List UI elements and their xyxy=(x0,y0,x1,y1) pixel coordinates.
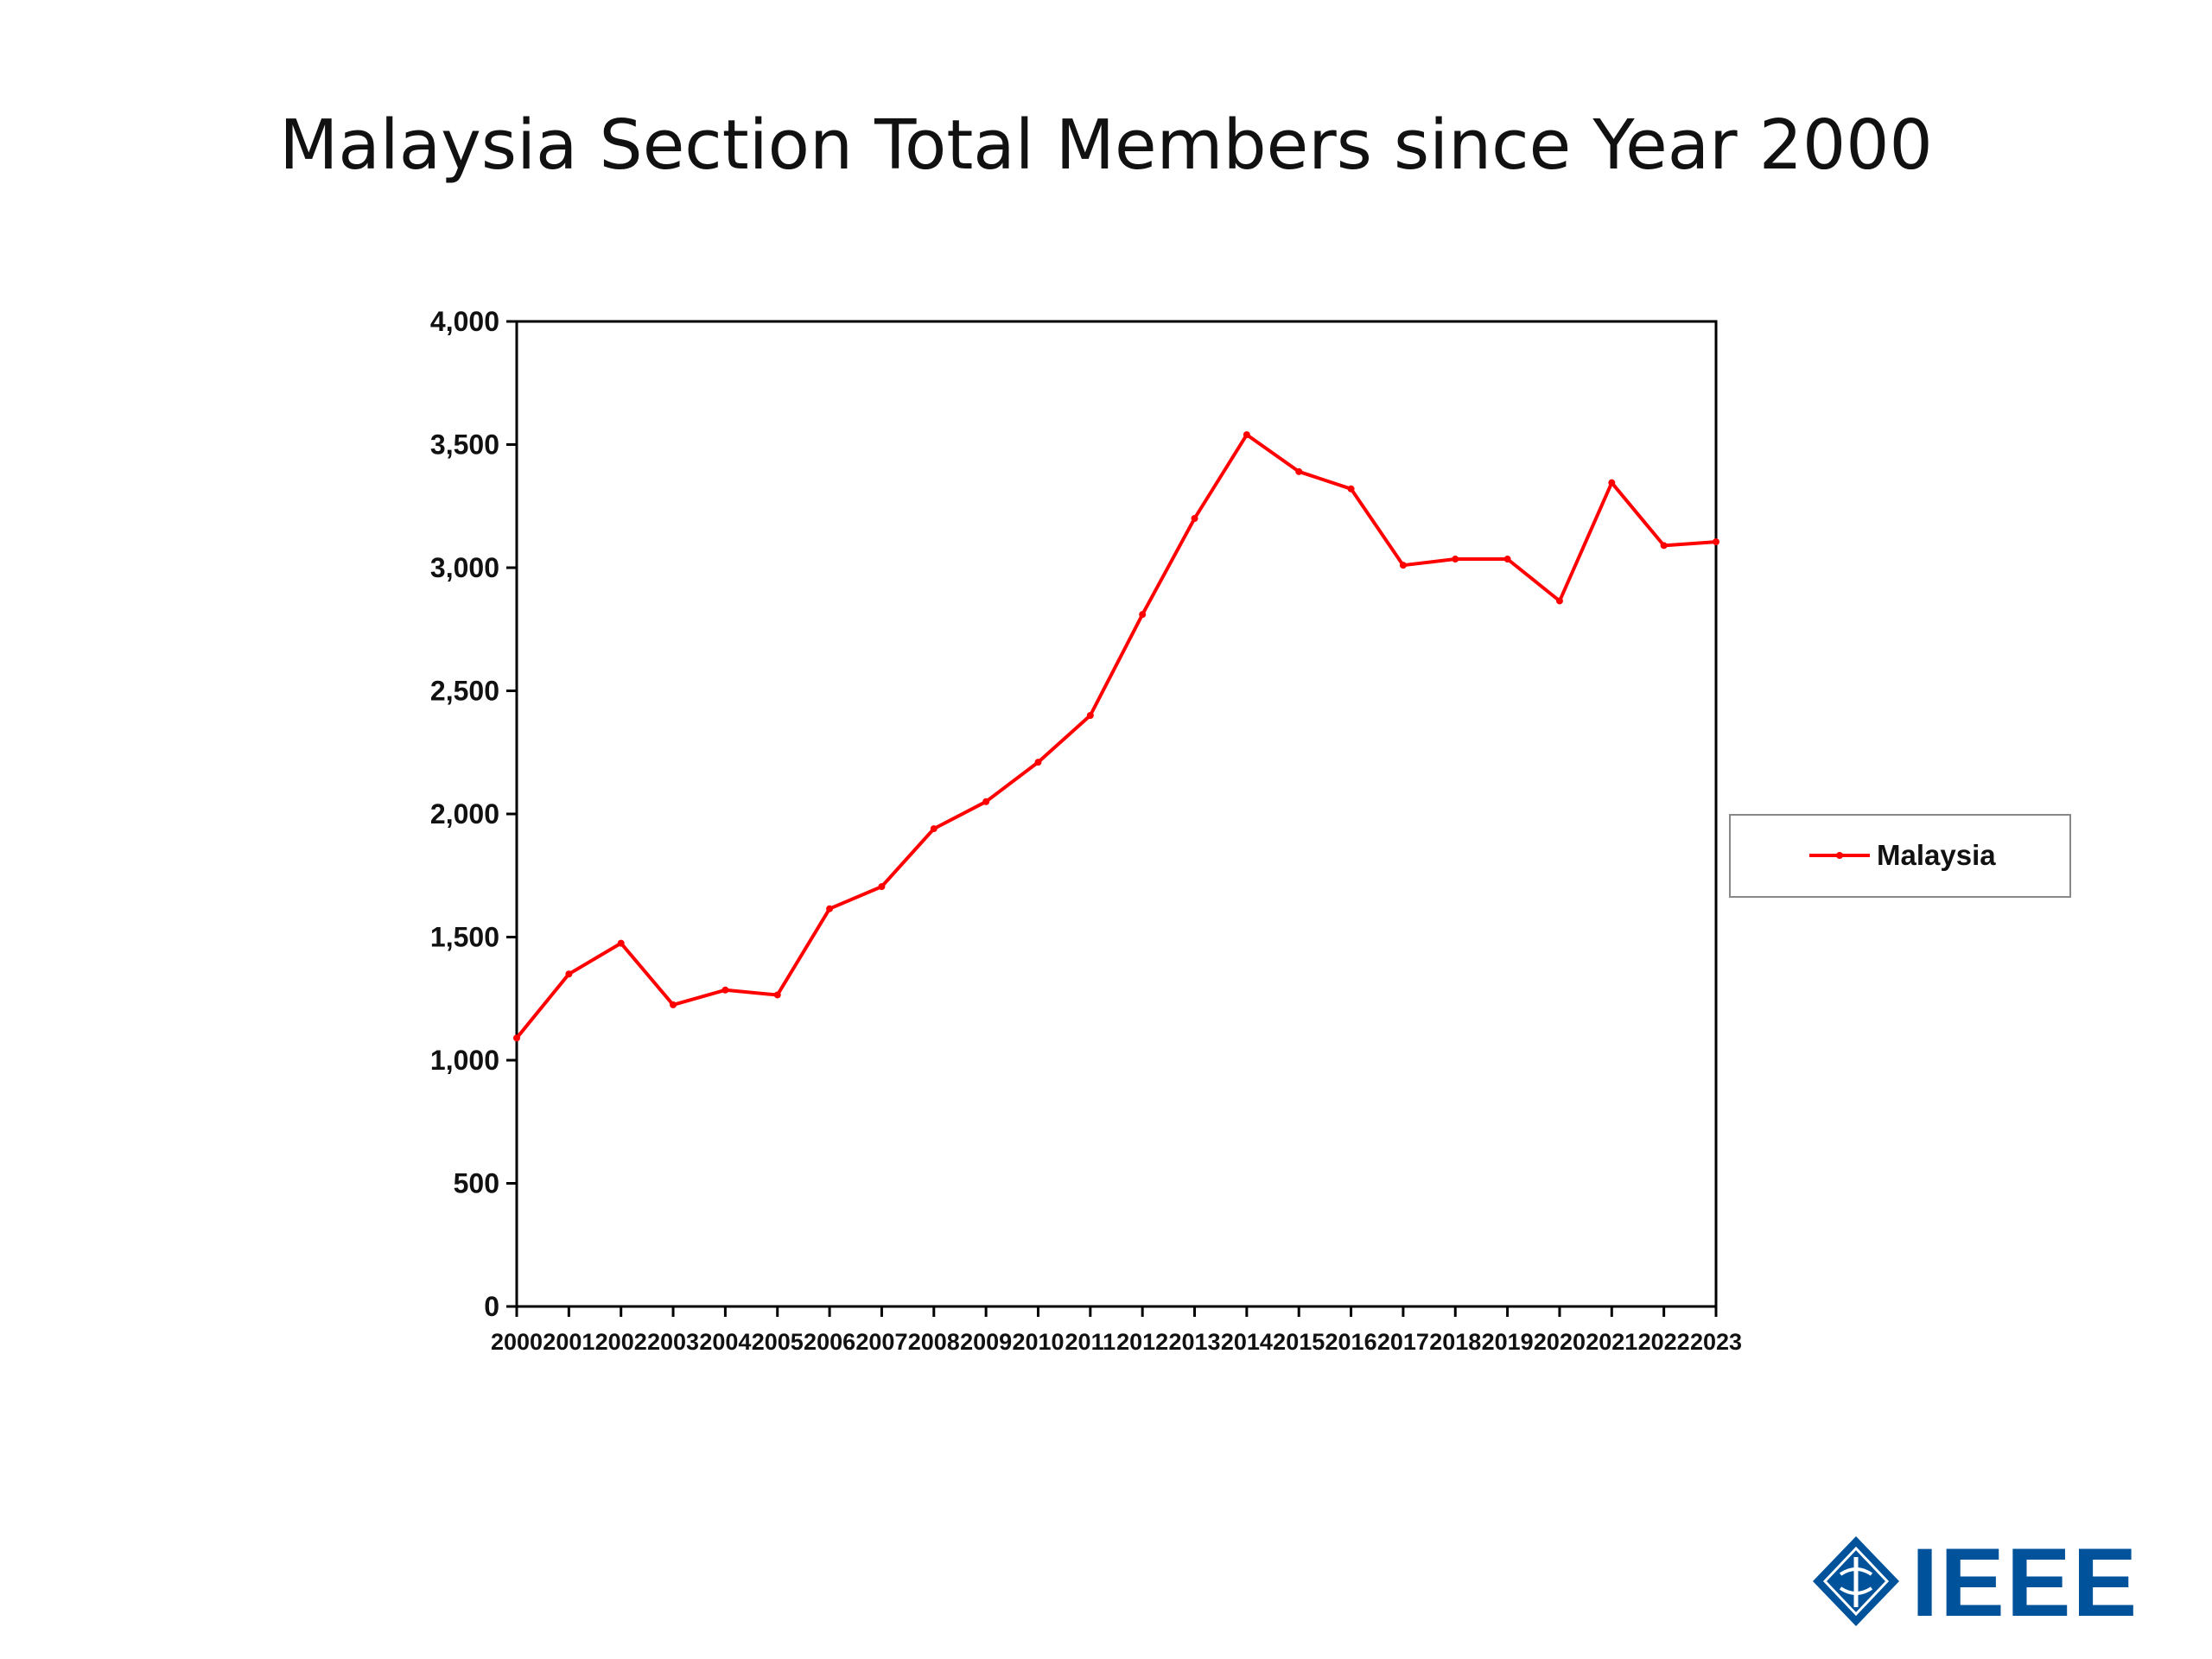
data-point xyxy=(1713,538,1719,546)
data-point xyxy=(773,991,781,999)
data-point xyxy=(1555,597,1563,605)
data-point xyxy=(982,798,990,805)
y-tick-label: 4,000 xyxy=(430,306,499,337)
legend-marker-malaysia xyxy=(1836,852,1843,859)
data-point xyxy=(721,986,729,994)
y-tick-label: 2,500 xyxy=(430,676,499,707)
slide-title: Malaysia Section Total Members since Yea… xyxy=(279,105,1933,185)
data-point xyxy=(1191,515,1198,522)
x-tick-label: 2003 xyxy=(647,1329,699,1355)
x-tick-label: 2011 xyxy=(1065,1329,1116,1355)
data-point xyxy=(878,883,886,891)
x-tick-label: 2023 xyxy=(1690,1329,1742,1355)
x-tick-label: 2005 xyxy=(752,1329,804,1355)
x-tick-label: 2016 xyxy=(1325,1329,1377,1355)
x-tick-label: 2019 xyxy=(1482,1329,1534,1355)
x-tick-label: 2007 xyxy=(855,1329,907,1355)
x-tick-label: 2015 xyxy=(1273,1329,1325,1355)
x-tick-label: 2010 xyxy=(1012,1329,1064,1355)
legend-label-malaysia: Malaysia xyxy=(1877,839,1996,871)
x-tick-label: 2013 xyxy=(1168,1329,1220,1355)
data-point xyxy=(513,1034,520,1042)
y-tick-label: 1,000 xyxy=(430,1045,499,1076)
series-layer xyxy=(513,431,1719,1042)
y-tick-label: 0 xyxy=(484,1291,499,1322)
x-tick-label: 2000 xyxy=(491,1329,543,1355)
x-tick-label: 2006 xyxy=(804,1329,855,1355)
y-tick-label: 3,000 xyxy=(430,552,499,583)
y-tick-label: 500 xyxy=(454,1168,499,1199)
data-point xyxy=(565,970,573,978)
data-point xyxy=(1243,431,1250,439)
x-tick-label: 2009 xyxy=(960,1329,1012,1355)
data-point xyxy=(1034,759,1042,766)
series-line-malaysia xyxy=(515,433,1717,1039)
data-point xyxy=(1452,556,1459,563)
data-point xyxy=(1139,611,1147,619)
x-tick-label: 2021 xyxy=(1586,1329,1637,1355)
data-point xyxy=(1347,485,1355,493)
x-tick-label: 2020 xyxy=(1534,1329,1586,1355)
x-tick-label: 2008 xyxy=(908,1329,960,1355)
x-tick-label: 2014 xyxy=(1221,1329,1273,1355)
data-point xyxy=(617,939,625,947)
data-point xyxy=(1399,562,1407,569)
x-tick-label: 2002 xyxy=(595,1329,647,1355)
data-point xyxy=(1295,467,1303,475)
legend: Malaysia xyxy=(1729,814,2071,898)
y-tick-label: 1,500 xyxy=(430,922,499,953)
data-point xyxy=(1608,479,1616,486)
x-axis: 2000 2001 2002 2003 2004 2005 2006 2007 2008 2009… xyxy=(491,1306,1742,1355)
x-tick-label: 2022 xyxy=(1638,1329,1690,1355)
data-point xyxy=(930,825,938,833)
data-point xyxy=(1660,542,1668,550)
ieee-wordmark: IEEE xyxy=(1911,1529,2134,1633)
data-point xyxy=(1503,556,1511,563)
data-point xyxy=(826,905,834,912)
ieee-logo: IEEE xyxy=(1813,1529,2134,1633)
plot-area xyxy=(515,320,1718,1308)
y-axis: 0 500 1,000 1,500 2,000 2,500 3,000 3,500 4,000 xyxy=(430,306,517,1322)
x-tick-label: 2018 xyxy=(1429,1329,1481,1355)
data-point xyxy=(1086,712,1094,719)
y-tick-label: 3,500 xyxy=(430,429,499,461)
legend-box xyxy=(1729,814,2071,898)
x-tick-label: 2004 xyxy=(699,1329,751,1355)
x-tick-label: 2001 xyxy=(543,1329,594,1355)
x-tick-label: 2017 xyxy=(1377,1329,1429,1355)
x-tick-label: 2012 xyxy=(1116,1329,1168,1355)
data-point xyxy=(670,1001,677,1008)
y-tick-label: 2,000 xyxy=(430,798,499,830)
ieee-diamond-icon xyxy=(1813,1536,1899,1626)
